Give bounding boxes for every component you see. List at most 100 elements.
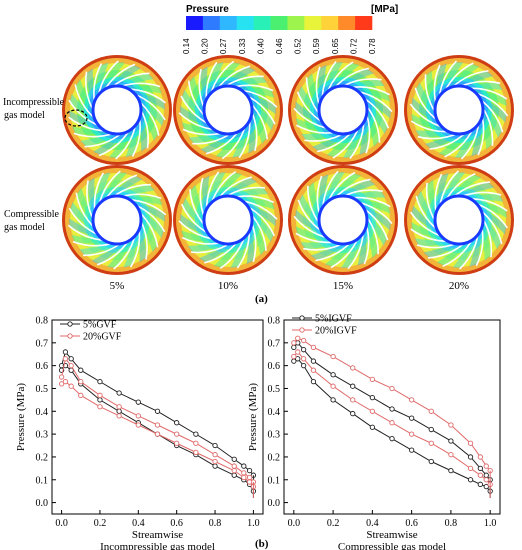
y-tick-label: 0.2 bbox=[36, 452, 49, 463]
impeller-blade bbox=[410, 120, 449, 133]
impeller-blade bbox=[190, 243, 230, 254]
impeller-blade bbox=[225, 75, 264, 87]
data-point bbox=[428, 440, 434, 446]
impeller-blade bbox=[332, 128, 360, 159]
data-point bbox=[310, 367, 317, 373]
impeller-blade bbox=[131, 118, 141, 157]
impeller-blade bbox=[204, 241, 238, 264]
data-point bbox=[62, 349, 69, 355]
impeller-blade bbox=[429, 132, 466, 150]
y-tick-label: 0.0 bbox=[268, 498, 281, 509]
colorbar-title: Pressure bbox=[186, 4, 229, 15]
data-point bbox=[295, 335, 301, 341]
colorbar-tick-label: 0.14 bbox=[182, 38, 191, 54]
chart-incompressible: 0.0 0.1 0.2 0.3 0.4 0.5 0.6 0.7 0.8 0.0 0.2 0.4 0.6 0… bbox=[15, 316, 264, 550]
y-axis-label: Pressure (MPa) bbox=[247, 383, 259, 451]
data-point bbox=[483, 477, 489, 483]
data-point bbox=[58, 374, 65, 380]
impeller-blade bbox=[112, 72, 150, 88]
impeller-blade bbox=[192, 133, 231, 145]
impeller-hub bbox=[202, 194, 254, 246]
impeller-blade bbox=[180, 203, 209, 234]
impeller-blade bbox=[335, 178, 371, 198]
data-point bbox=[389, 436, 395, 442]
impeller-blade bbox=[453, 181, 491, 198]
y-tick-label: 0.3 bbox=[268, 430, 281, 441]
x-tick-label: 0.6 bbox=[405, 518, 418, 529]
data-point bbox=[428, 458, 434, 465]
data-point bbox=[246, 479, 253, 485]
colorbar: Pressure [MPa] 0.14 0.20 0.27 0.33 0.40 0.46 0… bbox=[182, 4, 398, 54]
data-point bbox=[97, 397, 103, 403]
impeller-blade bbox=[189, 189, 206, 226]
series-line bbox=[293, 337, 491, 471]
series-20%GVF bbox=[58, 356, 257, 499]
x-axis-label: Streamwise bbox=[132, 529, 183, 541]
data-point bbox=[369, 408, 376, 414]
impeller-blade bbox=[74, 84, 95, 119]
data-point bbox=[300, 356, 307, 362]
impeller-contour bbox=[173, 165, 283, 275]
x-tick-label: 0.0 bbox=[55, 518, 68, 529]
data-point bbox=[477, 454, 484, 460]
data-point bbox=[300, 337, 307, 344]
legend-label: 20%IGVF bbox=[315, 326, 357, 337]
impeller-blade bbox=[219, 237, 245, 270]
colorbar-cell bbox=[253, 16, 271, 30]
plot-frame bbox=[51, 319, 264, 515]
impeller-blade bbox=[129, 229, 141, 268]
impeller-blade bbox=[409, 211, 442, 237]
chart-caption: Incompressible gas model bbox=[100, 541, 215, 550]
data-point bbox=[97, 378, 103, 385]
data-point bbox=[483, 463, 489, 469]
panel-a-row-labels: Incompressible gas model Compressible ga… bbox=[3, 97, 65, 233]
data-point bbox=[477, 465, 484, 472]
impeller-blade bbox=[135, 93, 166, 121]
impeller-blade bbox=[316, 132, 352, 153]
data-point bbox=[310, 358, 317, 364]
data-point bbox=[193, 449, 199, 456]
data-point bbox=[408, 397, 415, 403]
x-tick-label: 0.8 bbox=[209, 518, 222, 529]
colorbar-cell bbox=[202, 16, 221, 30]
data-point bbox=[97, 404, 103, 410]
impeller-blade bbox=[178, 112, 215, 131]
impeller-blade bbox=[343, 189, 383, 197]
data-point bbox=[477, 481, 484, 487]
data-point bbox=[68, 383, 74, 389]
highlight-ellipse bbox=[64, 109, 88, 127]
colorbar-tick-label: 0.59 bbox=[312, 38, 321, 54]
x-tick-label: 0.8 bbox=[445, 518, 458, 529]
impeller-blade bbox=[416, 243, 457, 249]
impeller-blade bbox=[305, 77, 320, 115]
impeller-hub bbox=[433, 84, 485, 136]
impeller-contour bbox=[404, 165, 514, 275]
column-label-15: 15% bbox=[333, 280, 353, 292]
colorbar-tick-label: 0.20 bbox=[201, 38, 210, 54]
data-point bbox=[291, 353, 297, 360]
impeller-blade bbox=[238, 120, 251, 159]
chart-caption: Compressible gas model bbox=[338, 541, 446, 550]
impeller-blade bbox=[140, 220, 148, 260]
y-tick-label: 0.0 bbox=[36, 498, 49, 509]
data-point bbox=[193, 431, 199, 437]
data-point bbox=[62, 378, 69, 385]
legend-item: 20%IGVF bbox=[292, 326, 357, 337]
impeller-blade bbox=[424, 74, 436, 113]
legend-item: 5%IGVF bbox=[292, 314, 352, 325]
impeller-blade bbox=[475, 92, 509, 117]
colorbar-cell bbox=[219, 16, 238, 30]
data-point bbox=[68, 356, 74, 362]
data-point bbox=[212, 463, 218, 469]
data-point bbox=[231, 456, 237, 462]
panel-a-label: (a) bbox=[255, 293, 268, 305]
impeller-blade bbox=[476, 203, 509, 229]
impeller-blade bbox=[84, 132, 122, 148]
impeller-blade bbox=[363, 225, 370, 265]
impeller-blade bbox=[359, 201, 393, 225]
data-point bbox=[135, 422, 141, 428]
impeller-blade bbox=[139, 101, 160, 136]
impeller-blade bbox=[105, 174, 138, 200]
data-point bbox=[310, 344, 317, 351]
data-point bbox=[231, 467, 237, 474]
